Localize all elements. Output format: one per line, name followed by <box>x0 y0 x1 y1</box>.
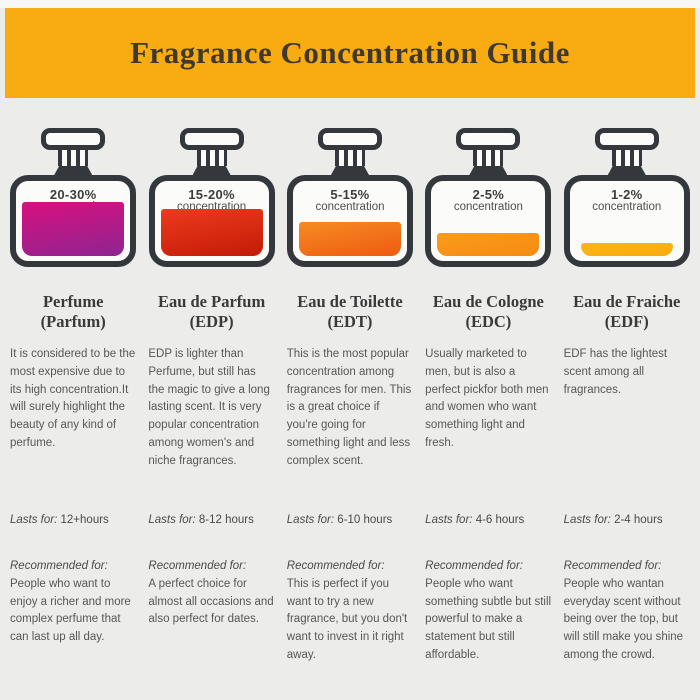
bottle-cap-icon <box>594 128 659 150</box>
liquid-fill <box>298 222 401 256</box>
bottle-body: 5-15% concentration <box>286 175 413 267</box>
perfume-bottle-illustration: 5-15% concentration <box>286 128 413 276</box>
column-edt: 5-15% concentration Eau de Toilette (EDT… <box>281 128 419 665</box>
fragrance-name: Eau de Cologne <box>432 292 544 311</box>
bottle-body: 1-2% concentration <box>563 175 690 267</box>
bottle-neck-icon <box>611 150 642 166</box>
concentration-value: 5-15% <box>330 187 370 202</box>
header-banner: Fragrance Concentration Guide <box>5 8 695 98</box>
bottle-cap-icon <box>456 128 521 150</box>
fragrance-name: Perfume <box>42 292 104 311</box>
recommended-for-value: People who want to enjoy a richer and mo… <box>10 577 131 644</box>
column-edc: 2-5% concentration Eau de Cologne (EDC) … <box>419 128 557 665</box>
bottle-cap-icon <box>179 128 244 150</box>
lasts-for-row: Lasts for: 8-12 hours <box>148 514 274 558</box>
lasts-for-value: 4-6 hours <box>475 514 525 526</box>
lasts-for-row: Lasts for: 12+hours <box>10 514 136 558</box>
liquid-fill <box>160 209 263 256</box>
bottle-body: 15-20% concentration <box>148 175 275 267</box>
fragrance-name: Eau de Toilette <box>297 292 403 311</box>
lasts-for-label: Lasts for: <box>148 514 196 526</box>
recommended-for-label: Recommended for: <box>425 560 523 572</box>
fragrance-description: This is the most popular concentration a… <box>286 348 412 467</box>
perfume-bottle-illustration: 20-30% concentration <box>10 128 137 276</box>
lasts-for-label: Lasts for: <box>10 514 58 526</box>
fragrance-description: It is considered to be the most expensiv… <box>10 348 136 450</box>
lasts-for-row: Lasts for: 6-10 hours <box>287 514 413 558</box>
concentration-value: 2-5% <box>472 187 505 202</box>
fragrance-abbr: (EDC) <box>465 312 512 332</box>
column-edp: 15-20% concentration Eau de Parfum (EDP)… <box>142 128 280 665</box>
recommended-for-value: This is perfect if you want to try a new… <box>286 577 408 662</box>
concentration-label: concentration <box>453 201 523 213</box>
bottle-collar-icon <box>607 166 646 175</box>
lasts-for-value: 12+hours <box>60 514 109 526</box>
bottle-cap-icon <box>41 128 106 150</box>
recommended-for-row: Recommended for: People who want to enjo… <box>10 558 136 647</box>
fragrance-name: Eau de Parfum <box>157 292 266 311</box>
concentration-value: 20-30% <box>49 187 97 202</box>
concentration-label: concentration <box>592 201 662 213</box>
lasts-for-value: 2-4 hours <box>614 514 663 526</box>
fragrance-description: EDP is lighter than Perfume, but still h… <box>148 348 270 467</box>
lasts-for-row: Lasts for: 2-4 hours <box>564 514 690 558</box>
fragrance-title: Perfume (Parfum) <box>10 292 136 336</box>
perfume-bottle-illustration: 1-2% concentration <box>563 128 690 276</box>
fragrance-description: EDF has the lightest scent among all fra… <box>563 348 668 396</box>
recommended-for-label: Recommended for: <box>148 560 247 572</box>
recommended-for-row: Recommended for: A perfect choice for al… <box>148 558 274 629</box>
bottle-neck-icon <box>58 150 89 166</box>
lasts-for-value: 6-10 hours <box>337 514 393 526</box>
bottle-neck-icon <box>334 150 365 166</box>
lasts-for-label: Lasts for: <box>425 514 473 526</box>
lasts-for-row: Lasts for: 4-6 hours <box>425 514 551 558</box>
bottle-body: 20-30% concentration <box>10 175 137 267</box>
bottle-body: 2-5% concentration <box>425 175 552 267</box>
fragrance-abbr: (EDT) <box>327 312 373 332</box>
page-title: Fragrance Concentration Guide <box>130 35 570 70</box>
lasts-for-label: Lasts for: <box>563 514 611 526</box>
concentration-value: 15-20% <box>188 187 235 202</box>
bottle-collar-icon <box>330 166 369 175</box>
column-edf: 1-2% concentration Eau de Fraiche (EDF) … <box>558 128 696 665</box>
perfume-bottle-illustration: 2-5% concentration <box>425 128 552 276</box>
fragrance-title: Eau de Fraiche (EDF) <box>564 292 690 336</box>
fragrance-title: Eau de Cologne (EDC) <box>425 292 551 336</box>
liquid-fill <box>437 233 540 256</box>
bottle-collar-icon <box>469 166 508 175</box>
concentration-value: 1-2% <box>610 187 643 202</box>
bottle-collar-icon <box>54 166 93 175</box>
fragrance-description: Usually marketed to men, but is also a p… <box>425 348 549 450</box>
recommended-for-row: Recommended for: This is perfect if you … <box>287 558 413 665</box>
fragrance-abbr: (EDP) <box>189 312 234 332</box>
perfume-bottle-illustration: 15-20% concentration <box>148 128 275 276</box>
lasts-for-value: 8-12 hours <box>198 514 254 526</box>
lasts-for-label: Lasts for: <box>286 514 335 526</box>
recommended-for-row: Recommended for: People who want somethi… <box>425 558 551 665</box>
fragrance-columns: 20-30% concentration Perfume (Parfum) It… <box>0 98 700 665</box>
fragrance-abbr: (EDF) <box>604 312 649 332</box>
bottle-neck-icon <box>196 150 227 166</box>
fragrance-name: Eau de Fraiche <box>573 292 681 311</box>
liquid-fill <box>22 202 125 256</box>
fragrance-title: Eau de Toilette (EDT) <box>287 292 413 336</box>
concentration-label: concentration <box>315 201 385 213</box>
recommended-for-value: People who want something subtle but sti… <box>425 577 552 662</box>
recommended-for-label: Recommended for: <box>10 560 108 572</box>
fragrance-title: Eau de Parfum (EDP) <box>148 292 274 336</box>
bottle-collar-icon <box>192 166 231 175</box>
recommended-for-row: Recommended for: People who wantan every… <box>564 558 690 665</box>
fragrance-abbr: (Parfum) <box>40 312 106 332</box>
recommended-for-label: Recommended for: <box>563 560 662 572</box>
recommended-for-value: A perfect choice for almost all occasion… <box>148 577 274 626</box>
recommended-for-value: People who wantan everyday scent without… <box>563 577 684 662</box>
top-margin-strip <box>0 0 700 8</box>
bottle-cap-icon <box>317 128 382 150</box>
column-parfum: 20-30% concentration Perfume (Parfum) It… <box>4 128 142 665</box>
recommended-for-label: Recommended for: <box>286 560 385 572</box>
bottle-neck-icon <box>473 150 504 166</box>
liquid-fill <box>580 243 673 256</box>
